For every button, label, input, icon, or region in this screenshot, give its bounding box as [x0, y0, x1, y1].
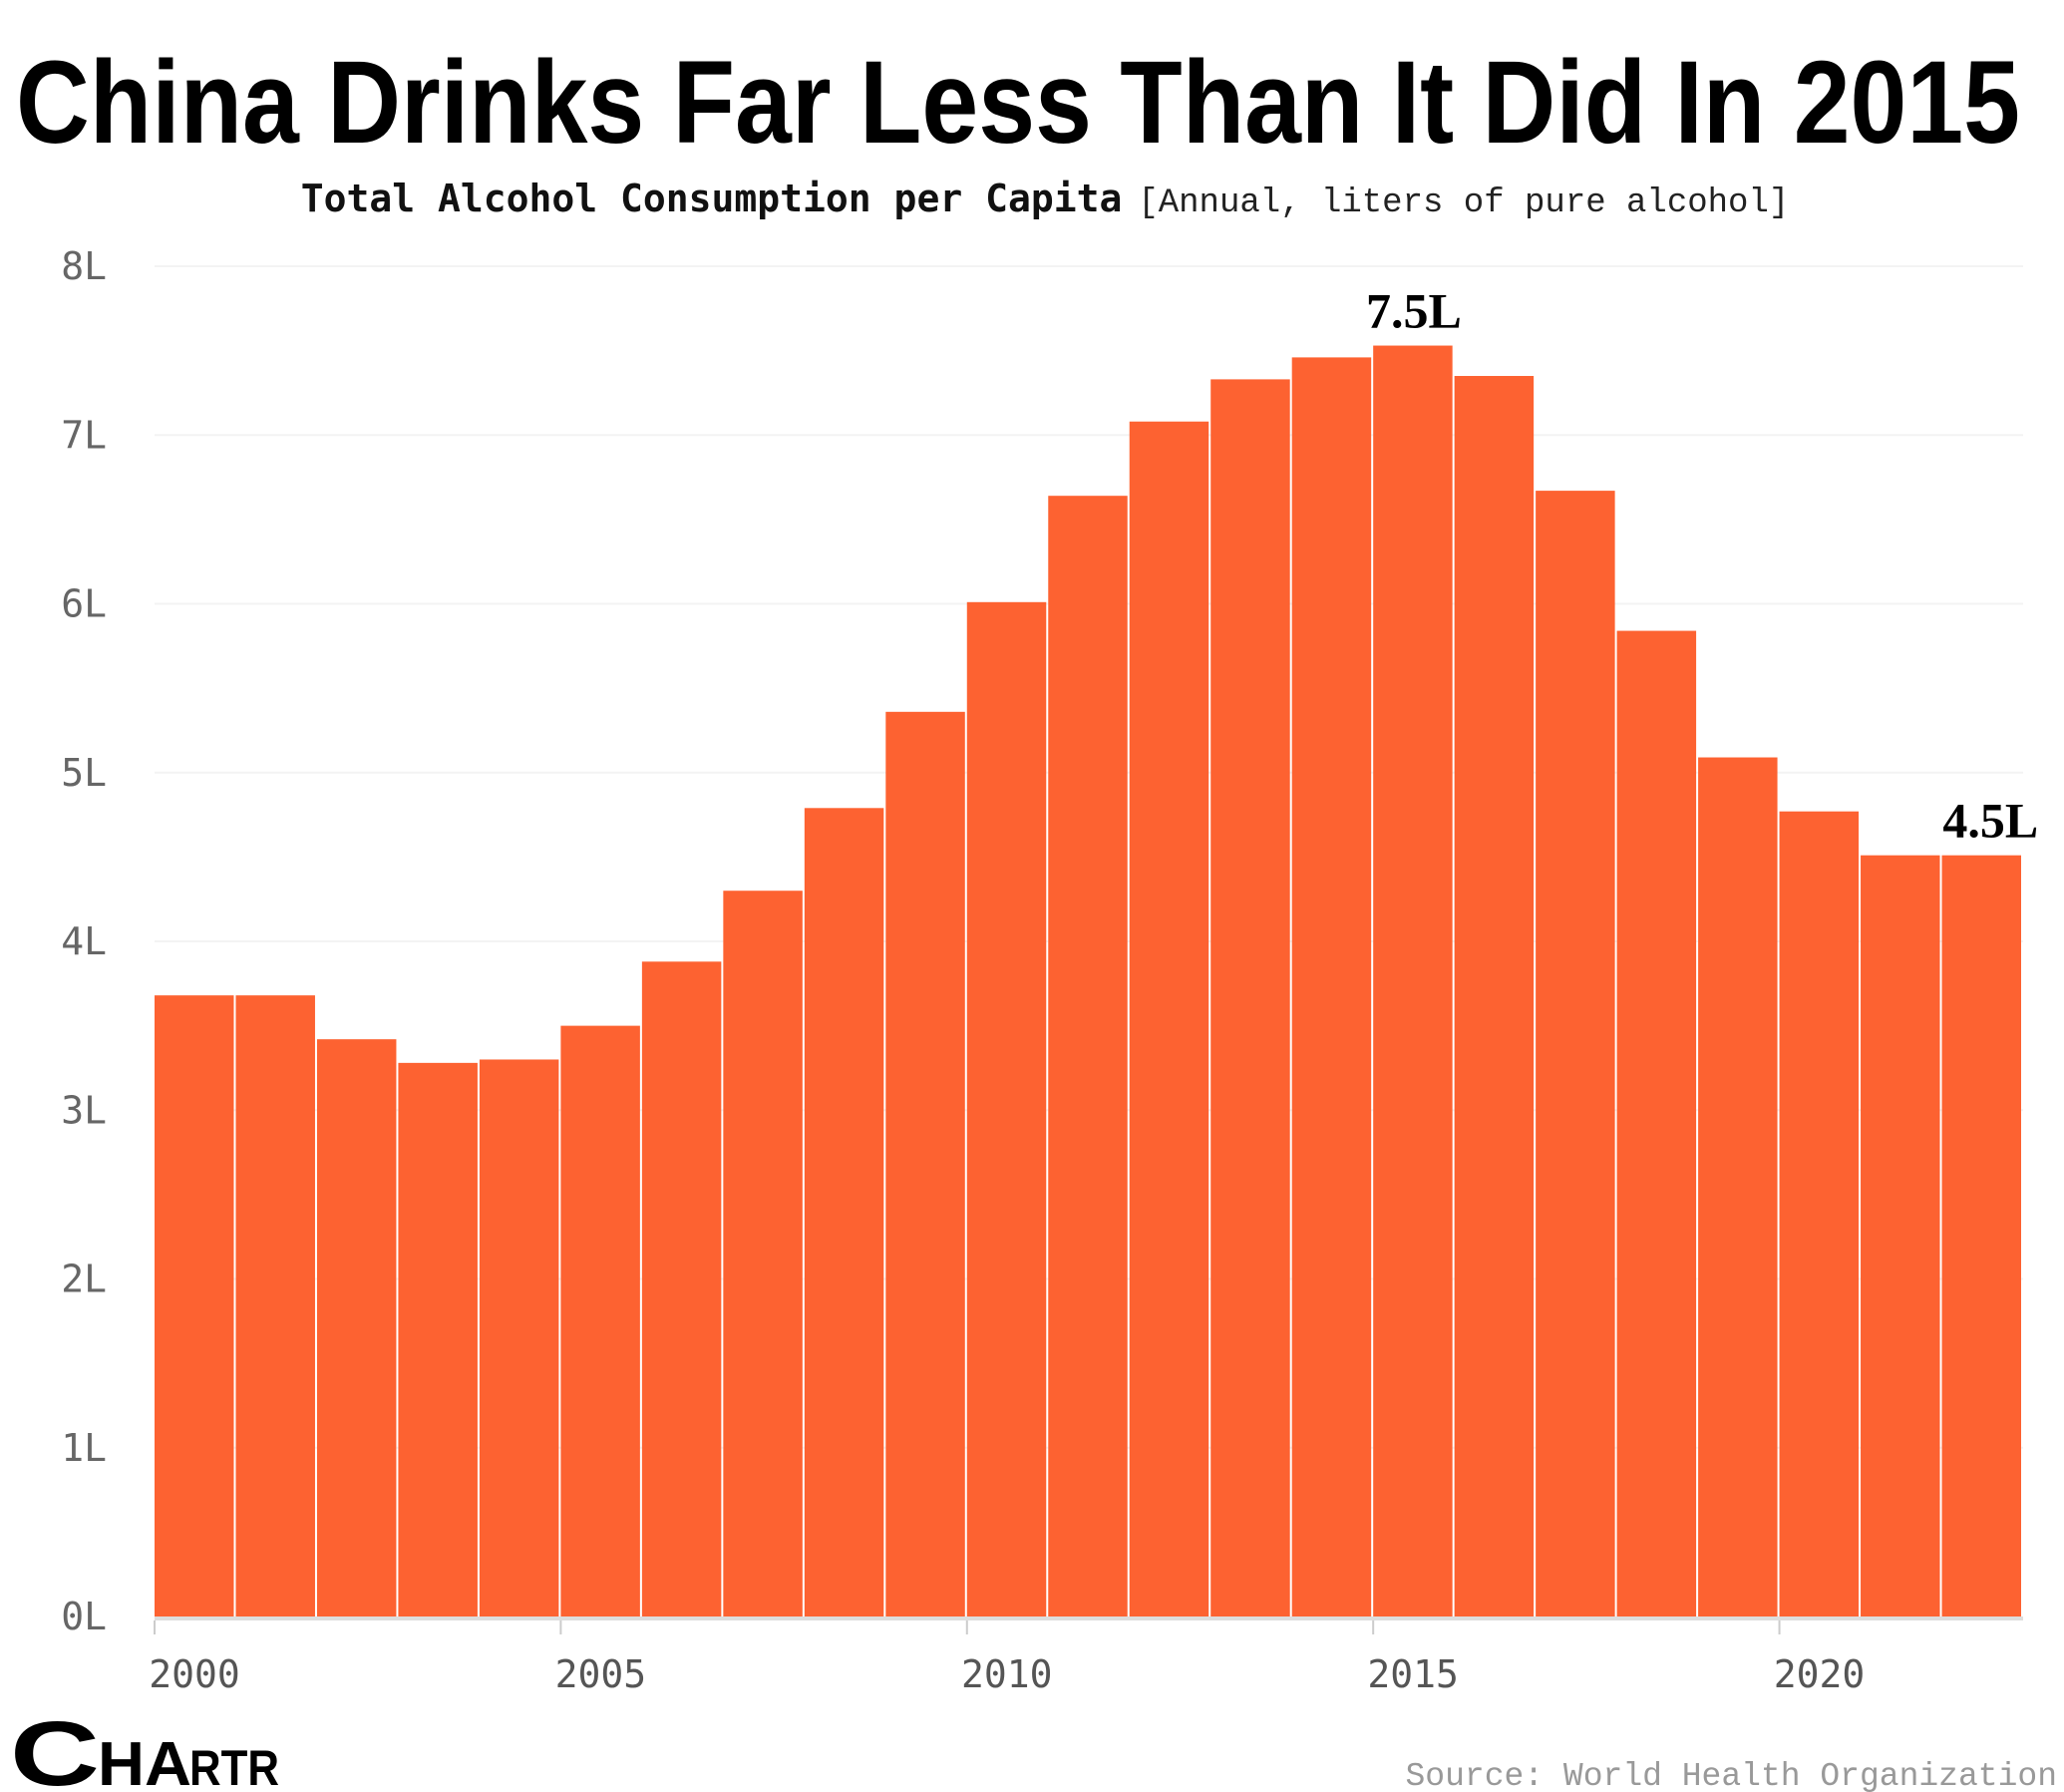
bar-2011: [1048, 496, 1128, 1617]
x-tick-label: 2005: [555, 1652, 647, 1696]
y-tick-label: 6L: [61, 582, 107, 626]
x-tick-label: 2015: [1367, 1652, 1459, 1696]
chartr-logo: C HA RTR: [10, 1703, 279, 1792]
bar-2002: [316, 1039, 397, 1616]
y-tick-label: 8L: [61, 244, 107, 288]
y-tick-label: 0L: [61, 1595, 107, 1638]
y-tick-label: 2L: [61, 1257, 107, 1301]
subtitle-units: [Annual, liters of pure alcohol]: [1138, 184, 1789, 222]
bar-2013: [1210, 379, 1290, 1617]
bar-2000: [155, 995, 234, 1616]
chart-subtitle: Total Alcohol Consumption per Capita [Ann…: [301, 177, 1790, 222]
logo-rtr: RTR: [189, 1740, 279, 1792]
bar-2019: [1698, 757, 1778, 1616]
source-note: Source: World Health Organization: [1405, 1758, 2057, 1792]
bar-2021: [1861, 855, 1940, 1616]
bar-2022: [1941, 855, 2021, 1616]
subtitle-main: Total Alcohol Consumption per Capita: [301, 177, 1123, 220]
x-tick-label: 2020: [1774, 1652, 1866, 1696]
data-label-2015: 7.5L: [1366, 283, 1462, 339]
bar-2006: [641, 961, 722, 1616]
bar-2018: [1616, 630, 1697, 1616]
bar-2014: [1291, 357, 1372, 1616]
y-tick-label: 4L: [61, 919, 107, 963]
logo-c: C: [10, 1703, 100, 1792]
bar-2001: [235, 995, 315, 1616]
y-tick-label: 5L: [61, 751, 107, 795]
data-label-2022: 4.5L: [1942, 793, 2038, 849]
y-tick-label: 1L: [61, 1426, 107, 1470]
bar-2003: [398, 1062, 478, 1616]
chart-title: China Drinks Far Less Than It Did In 201…: [16, 37, 2020, 169]
bar-2005: [560, 1025, 640, 1616]
y-tick-label: 3L: [61, 1088, 107, 1132]
bar-2020: [1779, 811, 1860, 1616]
bar-2010: [966, 601, 1047, 1616]
bar-2017: [1536, 491, 1615, 1616]
bar-2008: [804, 808, 884, 1616]
bar-2016: [1454, 376, 1535, 1617]
x-tick-label: 2010: [961, 1652, 1053, 1696]
bar-2009: [885, 711, 965, 1616]
logo-ha: HA: [98, 1730, 191, 1792]
bar-2007: [723, 891, 803, 1616]
x-tick-label: 2000: [149, 1652, 240, 1696]
y-tick-label: 7L: [61, 413, 107, 457]
bar-2015: [1373, 345, 1453, 1616]
bar-2012: [1129, 421, 1209, 1617]
bar-2004: [479, 1059, 559, 1616]
